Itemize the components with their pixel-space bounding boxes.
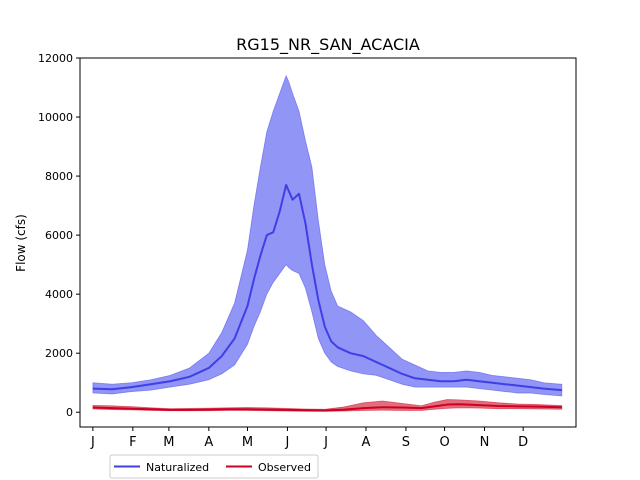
y-tick-label: 6000	[45, 229, 73, 242]
y-axis: 0 2000 4000 6000 8000 10000 12000	[38, 52, 80, 419]
series-line-observed	[92, 403, 562, 412]
plot-area-frame	[79, 57, 577, 428]
y-axis-label: Flow (cfs)	[14, 214, 28, 272]
x-tick-label: D	[518, 435, 528, 450]
x-tick-label: N	[480, 435, 490, 450]
legend: Naturalized Observed	[109, 454, 319, 479]
band-observed	[92, 399, 563, 412]
x-tick-label: J	[284, 435, 289, 450]
x-tick-label: M	[163, 435, 174, 450]
x-tick-label: M	[242, 435, 253, 450]
chart-title: RG15_NR_SAN_ACACIA	[236, 35, 420, 55]
x-tick-label: S	[402, 435, 410, 450]
x-tick-label: A	[204, 435, 213, 450]
y-tick-label: 10000	[38, 111, 73, 124]
x-tick-label: J	[323, 435, 328, 450]
y-tick-label: 12000	[38, 52, 73, 65]
y-tick-label: 2000	[45, 347, 73, 360]
x-tick-label: F	[129, 435, 136, 450]
y-tick-label: 4000	[45, 288, 73, 301]
legend-frame	[109, 454, 319, 479]
y-tick-label: 0	[66, 406, 73, 419]
series-lines	[92, 183, 562, 412]
y-tick-label: 8000	[45, 170, 73, 183]
legend-label-observed: Observed	[258, 461, 311, 474]
x-tick-label: O	[439, 435, 449, 450]
x-tick-label: A	[362, 435, 371, 450]
series-line-naturalized	[92, 183, 562, 392]
legend-label-naturalized: Naturalized	[146, 461, 209, 474]
x-tick-label: J	[90, 435, 95, 450]
